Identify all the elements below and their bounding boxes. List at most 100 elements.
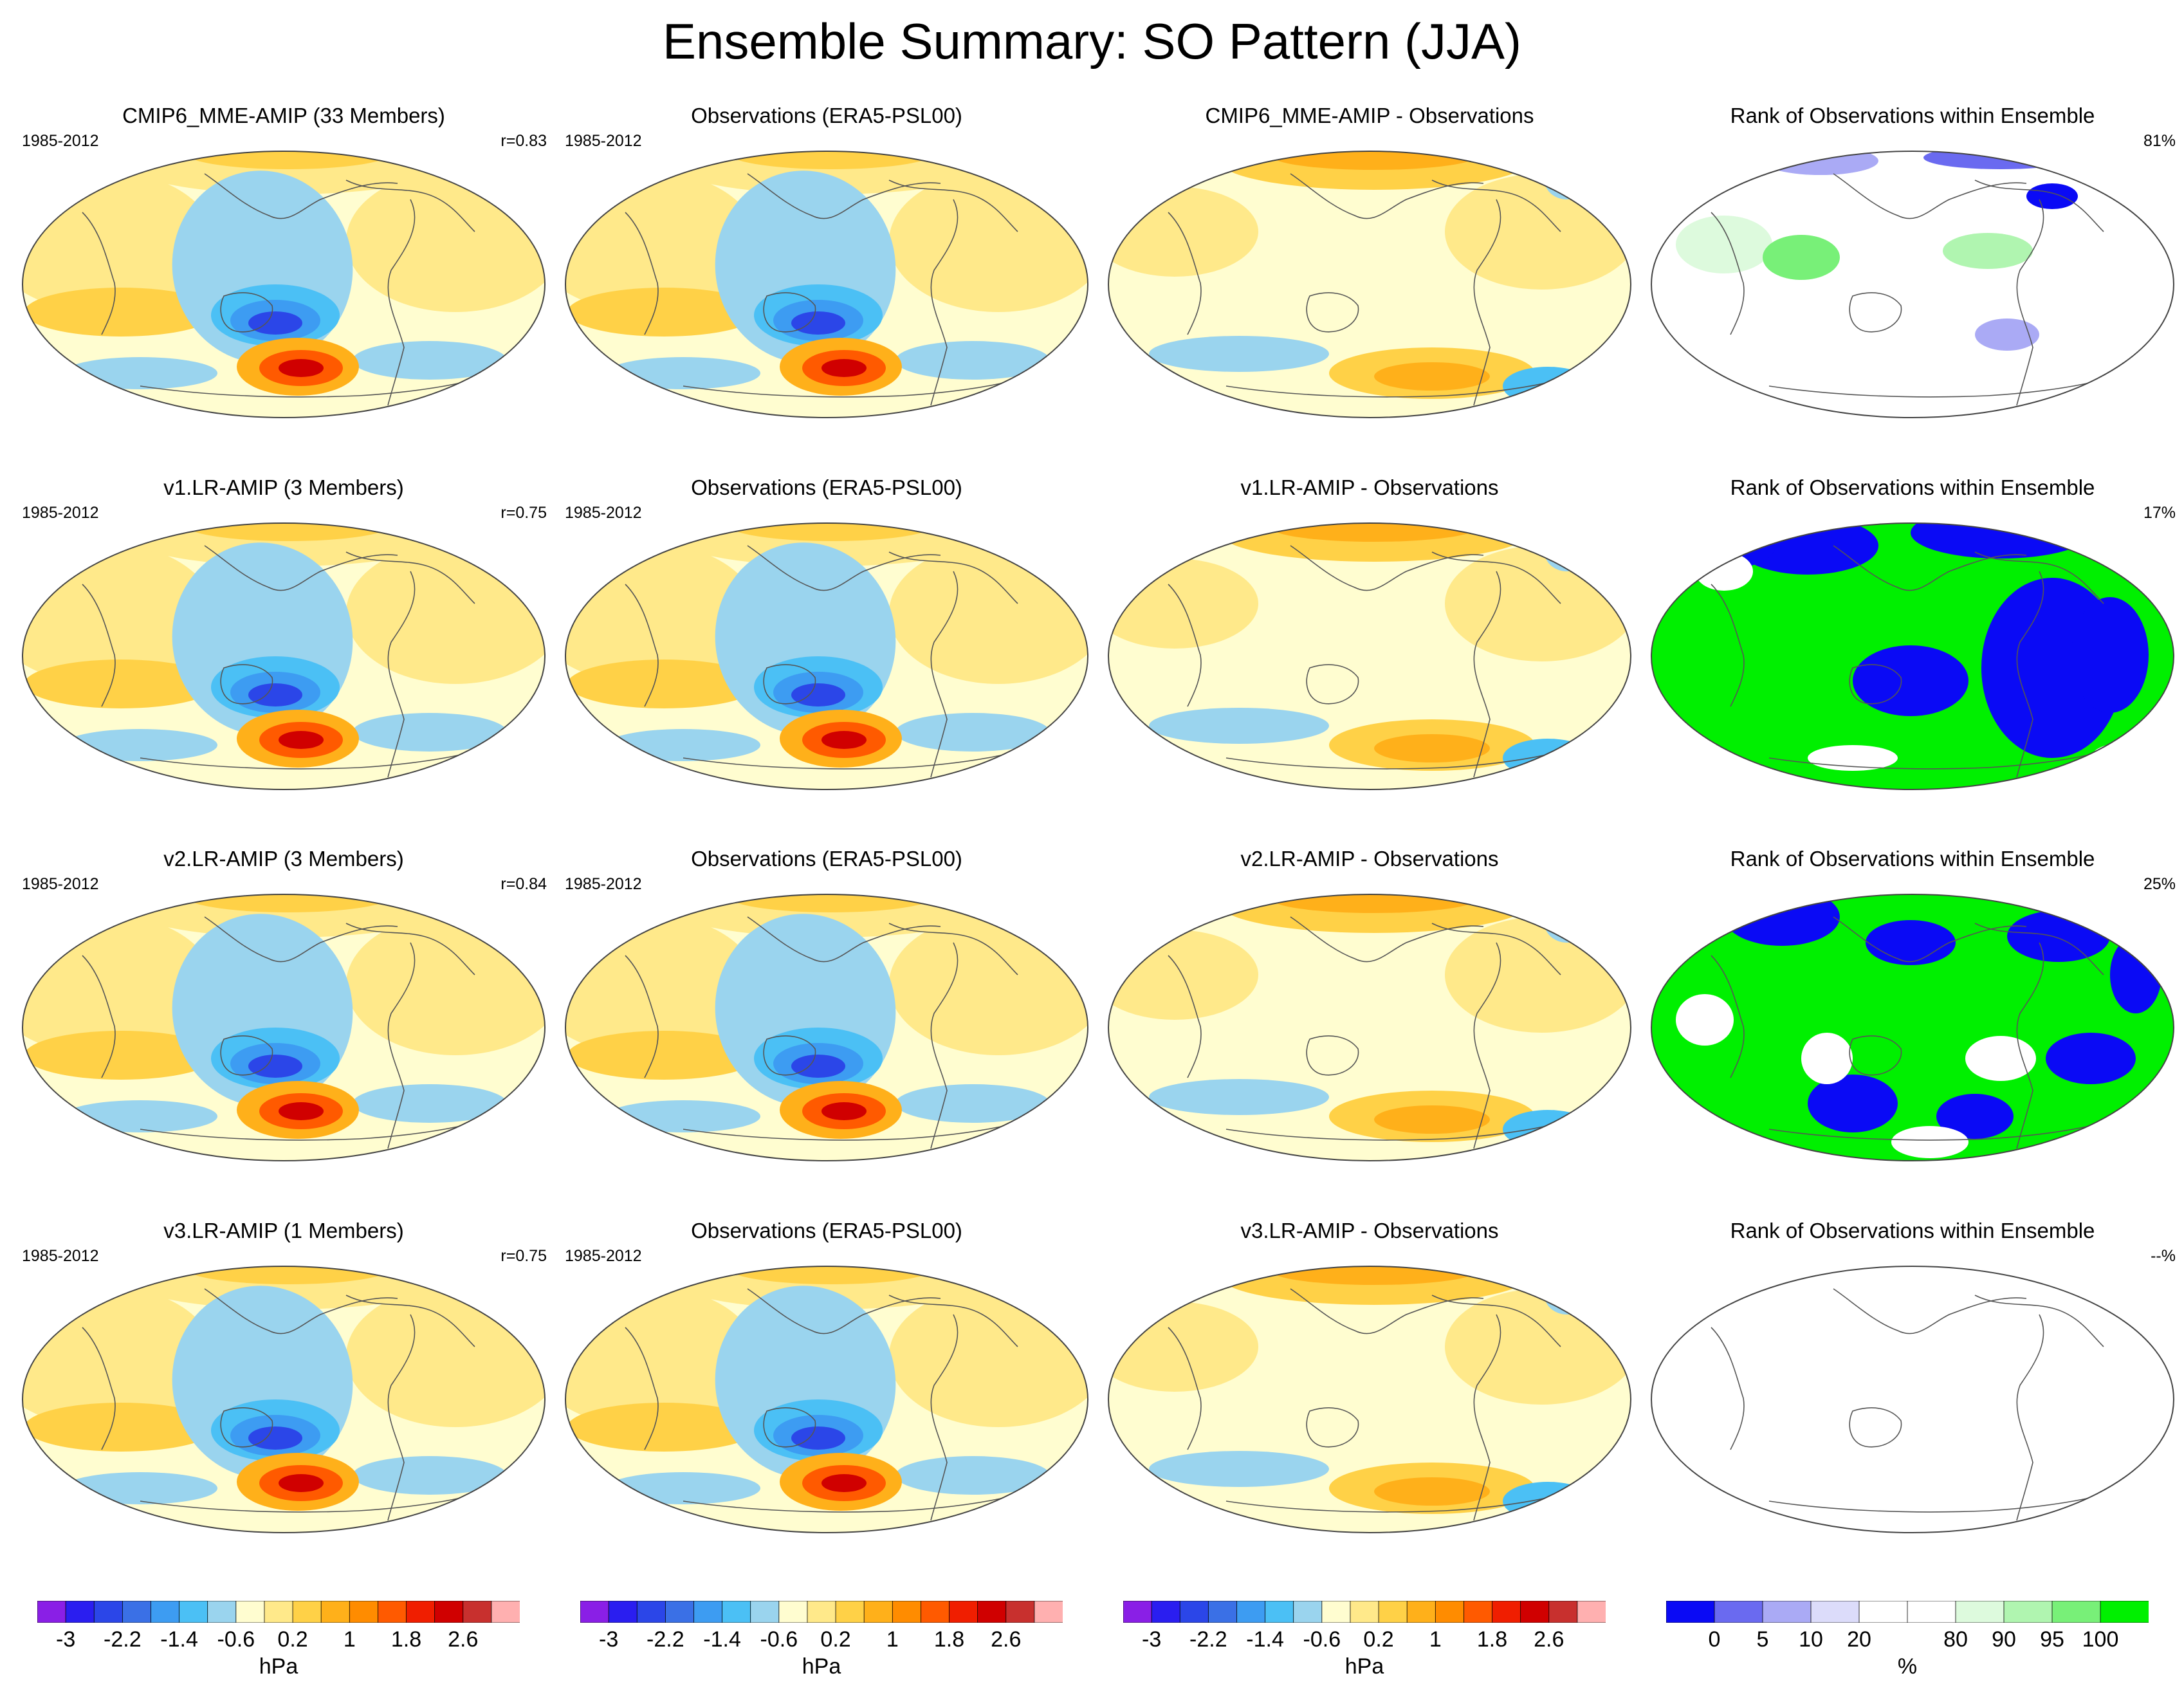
model-panel: v1.LR-AMIP (3 Members) 1985-2012 r=0.75 (12, 475, 556, 838)
negative-south-west (63, 1472, 217, 1504)
map-outline (1108, 1266, 1631, 1533)
colorbar-tick-label: -0.6 (217, 1627, 255, 1652)
map-svg (1651, 151, 2174, 418)
coast-north-america (345, 923, 475, 975)
map-svg (565, 522, 1088, 790)
map-svg (1651, 522, 2174, 790)
coast-north-america (1974, 180, 2104, 232)
psl-colorbar-difference: -3 -2.2 -1.4 -0.6 0.2 1 1.8 2.6 hPa (1123, 1601, 1606, 1684)
coast-africa (82, 1327, 116, 1450)
colorbar-swatch (264, 1601, 293, 1623)
diff-negative-northeast (1545, 904, 1590, 943)
coast-africa (1168, 584, 1202, 707)
coast-americas (387, 942, 416, 1149)
colorbar-swatch (1236, 1601, 1266, 1623)
colorbar-swatch (1151, 1601, 1181, 1623)
coast-antarctica (683, 1494, 1018, 1513)
difference-panel: v2.LR-AMIP - Observations (1097, 846, 1642, 1210)
colorbar-swatch (580, 1601, 610, 1623)
colorbar-tick-label: 100 (2082, 1627, 2119, 1652)
colorbar-tick-label: 2.6 (448, 1627, 479, 1652)
rank-low-south (1975, 318, 2039, 351)
southern-positive-core (821, 731, 867, 749)
diff-arctic-max (1271, 894, 1477, 913)
colorbar-tick-label: 1.8 (933, 1627, 965, 1652)
rank-low-region (1866, 920, 1956, 965)
colorbar-swatch (1179, 1601, 1209, 1623)
positive-indian (567, 288, 760, 337)
rank-low-region (1936, 1094, 2014, 1139)
panel-title: Rank of Observations within Ensemble (1730, 104, 2095, 127)
colorbar-swatch (807, 1601, 836, 1623)
coast-americas (387, 199, 416, 406)
coast-africa (1711, 584, 1745, 707)
positive-indian (567, 660, 760, 708)
colorbar-swatch (1464, 1601, 1493, 1623)
negative-south-west (63, 1100, 217, 1132)
colorbar-swatch (1293, 1601, 1323, 1623)
coast-africa (1168, 955, 1202, 1078)
coast-australia (763, 1035, 816, 1076)
rank-low-region (2046, 1033, 2136, 1084)
colorbar-swatch (1907, 1601, 1956, 1623)
observation-panel: Observations (ERA5-PSL00) 1985-2012 (555, 1218, 1099, 1582)
negative-core-3 (248, 311, 302, 335)
colorbar-swatches (1123, 1601, 1606, 1623)
map-outline (1108, 894, 1631, 1161)
rank-low-region (2110, 936, 2161, 1013)
map-field (565, 523, 1088, 789)
map-outline (565, 522, 1088, 790)
panel-title: Observations (ERA5-PSL00) (691, 475, 962, 499)
coast-africa (1168, 1327, 1202, 1450)
map-svg (1651, 1266, 2174, 1533)
model-panel: v3.LR-AMIP (1 Members) 1985-2012 r=0.75 (12, 1218, 556, 1582)
colorbar-swatch (65, 1601, 95, 1623)
arctic-positive (185, 523, 391, 541)
colorbar-swatch (320, 1601, 351, 1623)
negative-core-3 (248, 1426, 302, 1450)
coast-antarctica (1225, 1122, 1561, 1141)
map-svg (22, 894, 546, 1161)
coast-australia (220, 1035, 273, 1076)
correlation-label: r=0.84 (500, 875, 547, 893)
rank-neutral-region (1965, 1036, 2036, 1081)
panel-title: v2.LR-AMIP - Observations (1240, 847, 1499, 871)
diff-negative-southeast (1503, 1110, 1593, 1149)
coast-americas (2016, 199, 2044, 406)
negative-core-3 (791, 683, 845, 706)
colorbar-tick-label: 0 (1708, 1627, 1721, 1652)
colorbar-unit: hPa (1344, 1654, 1384, 1679)
map-field (565, 894, 1088, 1161)
coast-north-america (888, 551, 1018, 604)
coast-americas (2016, 571, 2044, 778)
correlation-label: r=0.83 (500, 132, 547, 150)
colorbar-tick-label: -3 (55, 1627, 76, 1652)
psl-colorbar-model: -3 -2.2 -1.4 -0.6 0.2 1 1.8 2.6 hPa (37, 1601, 520, 1684)
observation-panel: Observations (ERA5-PSL00) 1985-2012 (555, 475, 1099, 838)
rank-colorbar: 0 5 10 20 80 90 95 100% (1666, 1601, 2149, 1684)
colorbar-tick-label: 0.2 (277, 1627, 308, 1652)
coast-africa (82, 584, 116, 707)
period-label: 1985-2012 (565, 875, 642, 893)
colorbar-swatch (292, 1601, 322, 1623)
period-label: 1985-2012 (565, 1247, 642, 1265)
map-field (565, 1266, 1088, 1533)
colorbar-swatch (2051, 1601, 2101, 1623)
coast-americas (1473, 1314, 1501, 1521)
coast-australia (1849, 1407, 1902, 1448)
diff-negative-northeast (1545, 161, 1590, 199)
period-label: 1985-2012 (22, 875, 99, 893)
rank-neutral-region (1695, 552, 1753, 591)
colorbar-swatch (2003, 1601, 2053, 1623)
colorbar-unit: % (1897, 1654, 1918, 1679)
map-field (565, 151, 1088, 418)
coast-north-america (1974, 923, 2104, 975)
diff-negative-northeast (1545, 1276, 1590, 1315)
diff-negative-southeast (1503, 367, 1593, 405)
colorbar-swatch (835, 1601, 865, 1623)
colorbar-tick-label: -2.2 (647, 1627, 684, 1652)
colorbar-swatch (892, 1601, 922, 1623)
rank-low-region (2071, 597, 2149, 713)
coast-australia (1306, 1035, 1359, 1076)
diff-negative-south (1149, 1451, 1329, 1487)
